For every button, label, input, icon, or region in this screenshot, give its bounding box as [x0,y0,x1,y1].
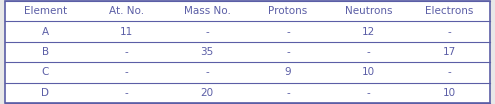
Text: Neutrons: Neutrons [345,6,393,16]
Text: -: - [124,47,128,57]
Text: 17: 17 [443,47,456,57]
Text: -: - [124,88,128,98]
Text: 10: 10 [443,88,456,98]
Text: A: A [42,27,49,37]
Text: Protons: Protons [268,6,307,16]
Text: -: - [367,47,371,57]
Text: 10: 10 [362,67,375,77]
Text: 11: 11 [120,27,133,37]
Text: 12: 12 [362,27,375,37]
Text: -: - [286,27,290,37]
Text: D: D [42,88,50,98]
Text: C: C [42,67,49,77]
Text: At. No.: At. No. [109,6,144,16]
Text: B: B [42,47,49,57]
Text: 9: 9 [285,67,291,77]
Text: -: - [448,67,451,77]
Text: -: - [286,88,290,98]
Text: 20: 20 [200,88,214,98]
Text: -: - [124,67,128,77]
Text: -: - [205,67,209,77]
Text: Mass No.: Mass No. [184,6,231,16]
Text: -: - [286,47,290,57]
Text: -: - [205,27,209,37]
Text: -: - [367,88,371,98]
Text: Electrons: Electrons [425,6,474,16]
Text: -: - [448,27,451,37]
Text: 35: 35 [200,47,214,57]
Text: Element: Element [24,6,67,16]
